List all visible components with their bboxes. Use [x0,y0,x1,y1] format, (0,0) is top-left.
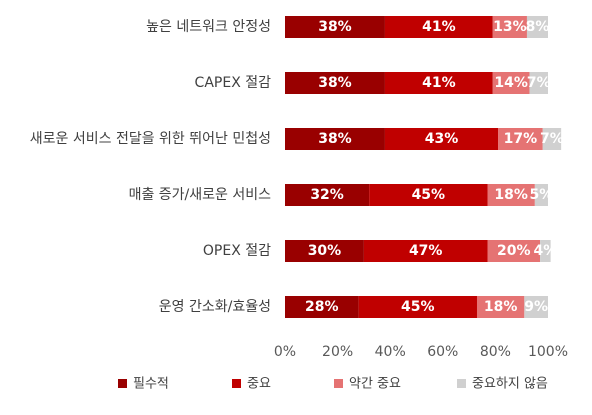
legend-label: 필수적 [133,377,169,392]
bar-segment [540,240,551,262]
data-label: 17% [504,131,538,147]
category-label: CAPEX 절감 [195,75,272,91]
data-label: 38% [318,75,352,91]
bar-segment [285,16,385,38]
data-label: 5% [530,187,554,203]
x-tick-label: 40% [375,344,406,360]
bar-segment [492,72,530,94]
legend-label: 약간 중요 [349,377,401,392]
bars: 38% 41% 13%8%38% 41% 14%7%38% 43% 17% 7%32% 45% 1… [285,16,564,318]
data-label: 7% [540,131,564,147]
legend: 필수적 중요 약간 중요 중요하지 않음 [118,377,548,392]
bar-segment [285,184,370,206]
bar-segment [526,16,548,38]
legend-swatch [334,379,343,388]
data-label: 43% [425,131,459,147]
legend-swatch [232,379,241,388]
data-label: 45% [401,299,435,315]
category-label: 운영 간소화/효율성 [159,299,271,315]
data-label: 9% [524,299,548,315]
bar-segment [358,296,477,318]
bar-segment [285,128,385,150]
x-tick-label: 0% [274,344,296,360]
data-label: 28% [305,299,339,315]
category-label: 새로운 서비스 전달을 위한 뛰어난 민첩성 [30,131,271,147]
data-label: 8% [526,19,550,35]
data-label: 47% [409,243,443,259]
x-tick-label: 80% [480,344,511,360]
data-label: 4% [533,243,557,259]
x-tick-label: 100% [528,344,568,360]
legend-label: 중요하지 않음 [472,377,548,392]
data-label: 7% [527,75,551,91]
data-label: 45% [412,187,446,203]
bar-segment [285,72,385,94]
legend-label: 중요 [247,377,271,392]
bar-segment [534,184,548,206]
x-axis-ticks: 0% 20% 40% 60% 80% 100% [274,344,568,360]
data-label: 38% [318,131,352,147]
bar-segment [285,240,364,262]
bar-segment [285,296,359,318]
data-label: 41% [422,75,456,91]
bar-segment [487,240,541,262]
legend-swatch [118,379,127,388]
data-label: 13% [493,19,527,35]
bar-segment [384,72,493,94]
bar-segment [492,16,527,38]
data-label: 20% [497,243,531,259]
x-tick-label: 60% [427,344,458,360]
data-label: 38% [318,19,352,35]
legend-swatch [457,379,466,388]
x-tick-label: 20% [322,344,353,360]
bar-segment [369,184,488,206]
data-label: 18% [494,187,528,203]
category-label: 높은 네트워크 안정성 [146,19,271,35]
data-label: 14% [494,75,528,91]
bar-segment [384,16,493,38]
bar-segment [363,240,488,262]
bar-segment [384,128,499,150]
bar-segment [498,128,543,150]
category-label: OPEX 절감 [203,243,271,259]
data-label: 30% [308,243,342,259]
data-label: 18% [484,299,518,315]
bar-segment [542,128,562,150]
bar-segment [476,296,525,318]
bar-segment [529,72,548,94]
category-label: 매출 증가/새로운 서비스 [129,187,272,203]
bar-segment [524,296,548,318]
data-label: 32% [310,187,344,203]
bar-segment [487,184,535,206]
data-label: 41% [422,19,456,35]
